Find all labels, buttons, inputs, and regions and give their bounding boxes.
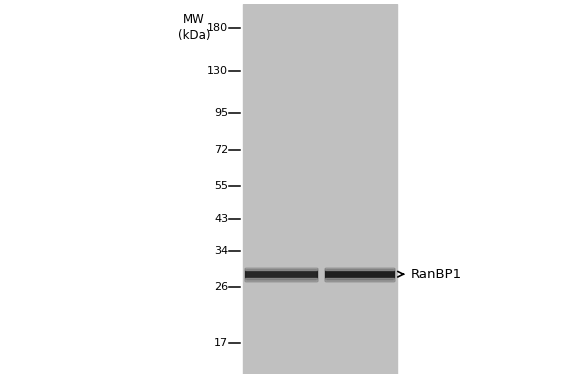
Text: 55: 55 — [214, 181, 228, 191]
Text: Mouse testis: Mouse testis — [262, 0, 324, 1]
Text: MW
(kDa): MW (kDa) — [178, 14, 210, 42]
Text: 95: 95 — [214, 108, 228, 118]
Text: RanBP1: RanBP1 — [411, 268, 462, 281]
Bar — [325, 278, 393, 281]
Bar — [325, 266, 393, 268]
Text: 34: 34 — [214, 246, 228, 256]
Bar — [246, 266, 317, 268]
Bar — [246, 278, 317, 281]
Text: 26: 26 — [214, 282, 228, 291]
Text: 43: 43 — [214, 214, 228, 224]
Bar — [325, 268, 393, 281]
Bar — [325, 280, 393, 283]
Text: 17: 17 — [214, 338, 228, 349]
Text: 130: 130 — [207, 66, 228, 76]
Text: 72: 72 — [214, 145, 228, 155]
Bar — [246, 268, 317, 281]
Bar — [246, 280, 317, 283]
Bar — [325, 268, 393, 270]
Bar — [246, 268, 317, 270]
Text: 180: 180 — [207, 23, 228, 33]
Text: Rat testis: Rat testis — [331, 0, 379, 1]
Bar — [243, 4, 396, 374]
